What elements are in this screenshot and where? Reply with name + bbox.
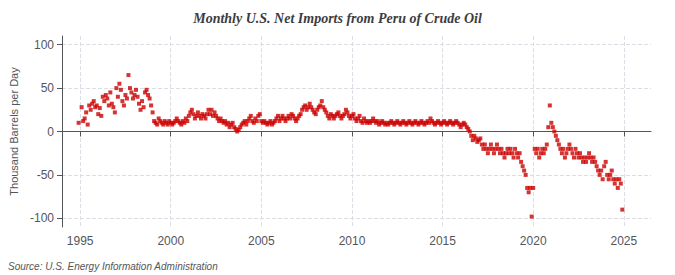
svg-text:2000: 2000 [157, 234, 184, 248]
svg-text:-50: -50 [37, 168, 55, 182]
svg-text:2025: 2025 [610, 234, 637, 248]
svg-text:1995: 1995 [67, 234, 94, 248]
svg-text:2015: 2015 [429, 234, 456, 248]
svg-text:0: 0 [47, 125, 54, 139]
svg-text:2010: 2010 [339, 234, 366, 248]
svg-text:100: 100 [34, 38, 54, 52]
svg-text:Source: U.S. Energy Informatio: Source: U.S. Energy Information Administ… [8, 261, 218, 272]
svg-text:2020: 2020 [520, 234, 547, 248]
svg-text:Thousand Barrels per Day: Thousand Barrels per Day [8, 67, 20, 196]
svg-text:Monthly U.S. Net Imports from: Monthly U.S. Net Imports from Peru of Cr… [192, 11, 482, 26]
svg-text:50: 50 [41, 81, 55, 95]
svg-text:2005: 2005 [248, 234, 275, 248]
svg-text:-100: -100 [30, 211, 54, 225]
